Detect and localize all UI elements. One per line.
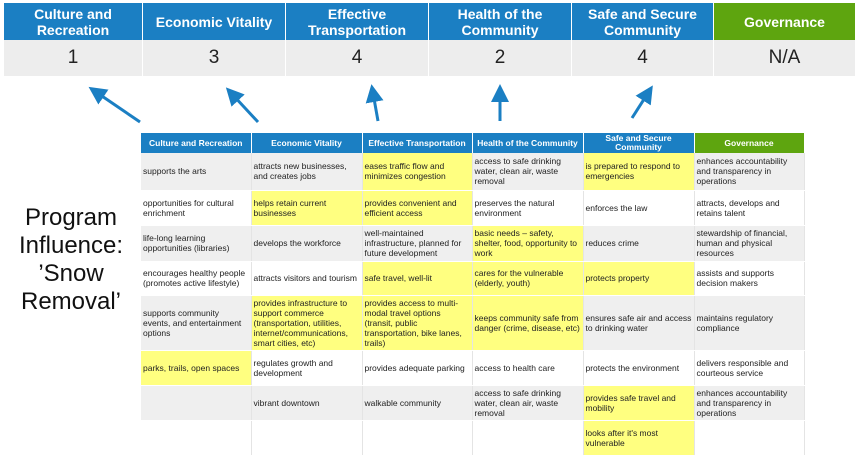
table-cell: parks, trails, open spaces — [141, 350, 252, 386]
table-cell — [694, 420, 805, 456]
table-cell: is prepared to respond to emergencies — [583, 153, 695, 191]
table-cell: access to safe drinking water, clean air… — [472, 153, 584, 191]
arrow-economic — [225, 87, 260, 124]
table-cell: well-maintained infrastructure, planned … — [362, 225, 473, 262]
table-cell: supports the arts — [141, 153, 252, 191]
summary-header: Economic Vitality — [143, 3, 286, 40]
table-cell: walkable community — [362, 385, 473, 421]
table-cell — [251, 420, 363, 456]
table-cell: vibrant downtown — [251, 385, 363, 421]
column-header: Economic Vitality — [251, 133, 363, 153]
column-header: Culture and Recreation — [141, 133, 252, 153]
table-cell: ensures safe air and access to drinking … — [583, 295, 695, 351]
summary-value: N/A — [714, 40, 856, 76]
table-cell: provides safe travel and mobility — [583, 385, 695, 421]
table-cell: opportunities for cultural enrichment — [141, 190, 252, 226]
table-cell — [472, 420, 584, 456]
summary-header: Culture and Recreation — [4, 3, 143, 40]
table-cell: basic needs – safety, shelter, food, opp… — [472, 225, 584, 262]
table-cell: keeps community safe from danger (crime,… — [472, 295, 584, 351]
table-cell — [141, 385, 252, 421]
summary-header: Health of the Community — [429, 3, 572, 40]
table-cell: protects property — [583, 261, 695, 296]
arrow-culture — [88, 86, 141, 124]
column-header: Governance — [694, 133, 805, 153]
table-cell: protects the environment — [583, 350, 695, 386]
table-cell: enhances accountability and transparency… — [694, 153, 805, 191]
summary-header: Effective Transportation — [286, 3, 429, 40]
table-cell — [362, 420, 473, 456]
table-row: opportunities for cultural enrichment hel… — [141, 190, 805, 226]
table-cell: attracts, develops and retains talent — [694, 190, 805, 226]
table-cell: safe travel, well-lit — [362, 261, 473, 296]
table-row: looks after it's most vulnerable — [141, 420, 805, 456]
table-cell: reduces crime — [583, 225, 695, 262]
table-cell: regulates growth and development — [251, 350, 363, 386]
table-cell: life-long learning opportunities (librar… — [141, 225, 252, 262]
table-cell: provides convenient and efficient access — [362, 190, 473, 226]
table-row: supports community events, and entertain… — [141, 295, 805, 351]
table-cell: supports community events, and entertain… — [141, 295, 252, 351]
table-cell: provides infrastructure to support comme… — [251, 295, 363, 351]
column-header: Effective Transportation — [362, 133, 473, 153]
arrow-safe — [630, 85, 653, 119]
summary-value: 3 — [143, 40, 286, 76]
table-cell: encourages healthy people (promotes acti… — [141, 261, 252, 296]
table-cell: preserves the natural environment — [472, 190, 584, 226]
table-cell: develops the workforce — [251, 225, 363, 262]
summary-value: 1 — [4, 40, 143, 76]
arrow-transportation — [365, 84, 384, 122]
table-cell — [141, 420, 252, 456]
table-row: encourages healthy people (promotes acti… — [141, 261, 805, 296]
table-cell: looks after it's most vulnerable — [583, 420, 695, 456]
summary-value: 4 — [572, 40, 714, 76]
table-cell: attracts visitors and tourism — [251, 261, 363, 296]
table-cell: enhances accountability and transparency… — [694, 385, 805, 421]
table-cell: delivers responsible and courteous servi… — [694, 350, 805, 386]
influence-table: Culture and Recreation Economic Vitality E… — [141, 133, 805, 456]
summary-value: 2 — [429, 40, 572, 76]
table-cell: maintains regulatory compliance — [694, 295, 805, 351]
table-cell: eases traffic flow and minimizes congest… — [362, 153, 473, 191]
table-cell: attracts new businesses, and creates job… — [251, 153, 363, 191]
summary-header: Governance — [714, 3, 856, 40]
program-influence-label: Program Influence: ’Snow Removal’ — [18, 204, 124, 315]
table-row: life-long learning opportunities (librar… — [141, 225, 805, 262]
summary-table: Culture and Recreation Economic Vitality E… — [4, 3, 856, 76]
column-header: Health of the Community — [472, 133, 584, 153]
summary-value: 4 — [286, 40, 429, 76]
table-row: vibrant downtown walkable community access… — [141, 385, 805, 421]
table-cell: provides adequate parking — [362, 350, 473, 386]
column-header: Safe and Secure Community — [583, 133, 695, 153]
summary-header: Safe and Secure Community — [572, 3, 714, 40]
table-cell: provides access to multi-modal travel op… — [362, 295, 473, 351]
table-cell: assists and supports decision makers — [694, 261, 805, 296]
table-cell: stewardship of financial, human and phys… — [694, 225, 805, 262]
table-cell: enforces the law — [583, 190, 695, 226]
table-cell: access to health care — [472, 350, 584, 386]
table-row: supports the arts attracts new businesses… — [141, 153, 805, 191]
table-cell: access to safe drinking water, clean air… — [472, 385, 584, 421]
table-row: parks, trails, open spaces regulates grow… — [141, 350, 805, 386]
table-cell: cares for the vulnerable (elderly, youth… — [472, 261, 584, 296]
table-cell: helps retain current businesses — [251, 190, 363, 226]
